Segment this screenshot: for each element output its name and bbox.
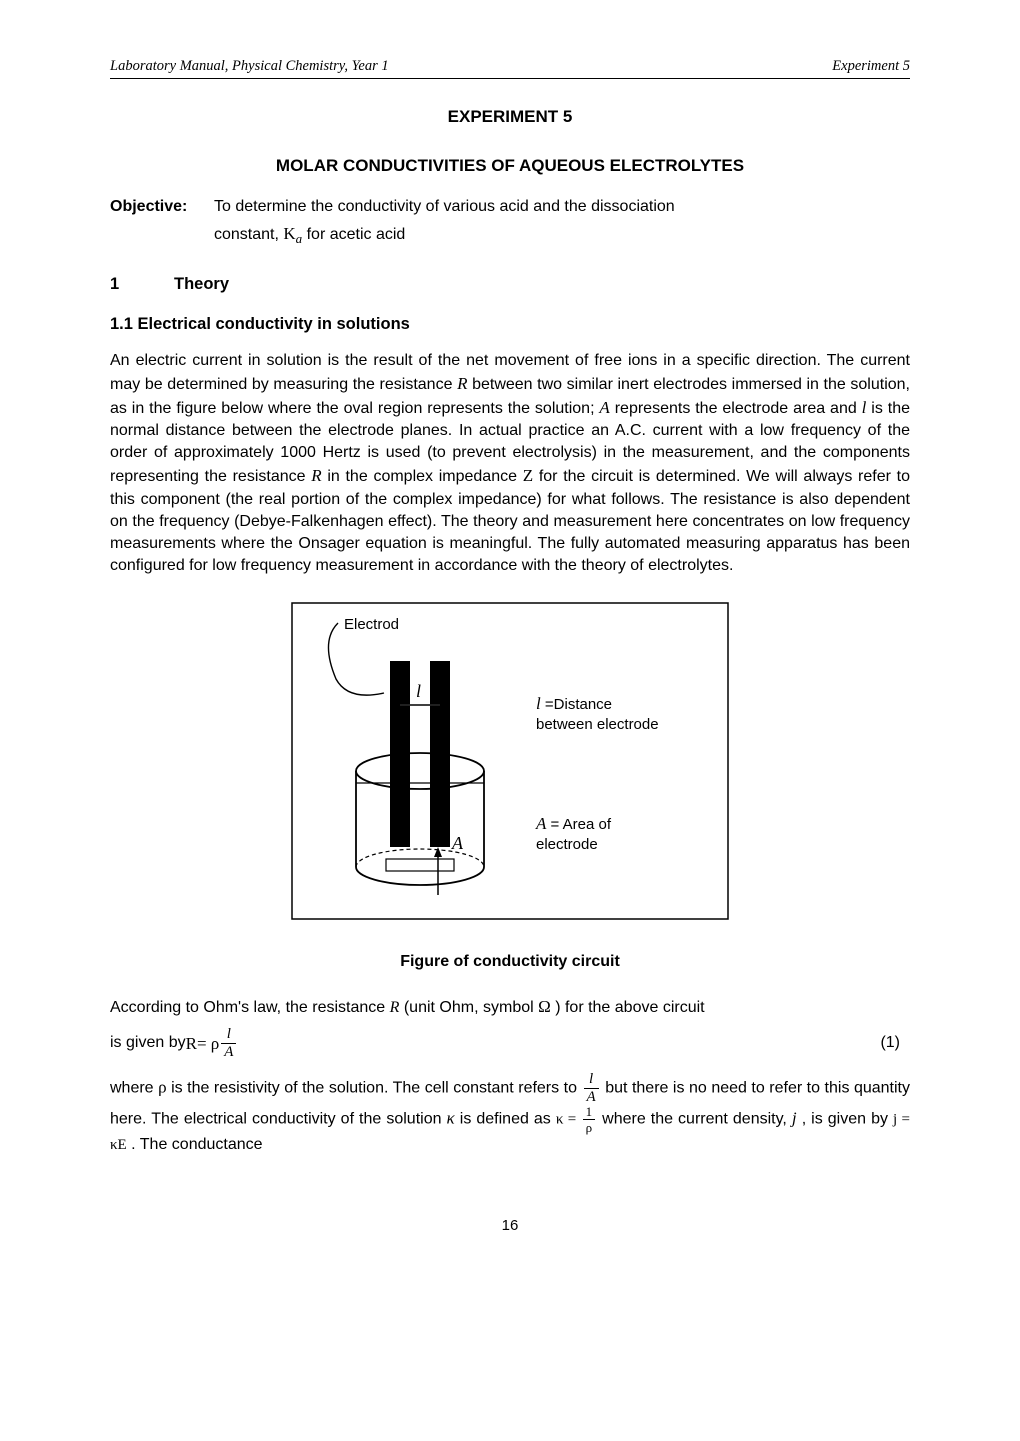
eq1-frac-top: l xyxy=(221,1027,236,1043)
p1-seg3: represents the electrode area and xyxy=(610,400,862,417)
subsection-1-1: 1.1 Electrical conductivity in solutions xyxy=(110,313,910,336)
eq1-lead: is given by xyxy=(110,1032,186,1054)
p2-eq2-bot: ρ xyxy=(583,1119,596,1134)
p2-seg1: where xyxy=(110,1080,158,1097)
section-number-1: 1 xyxy=(110,273,174,296)
section-title-theory: Theory xyxy=(174,273,229,296)
figure-caption: Figure of conductivity circuit xyxy=(110,951,910,973)
running-head-right: Experiment 5 xyxy=(832,56,910,76)
p2-seg6: , is given by xyxy=(797,1111,893,1128)
fig-l-symbol: l xyxy=(416,681,421,701)
objective-text-line1: To determine the conductivity of various… xyxy=(214,196,910,218)
p2-seg7: . The conductance xyxy=(127,1136,263,1153)
obj-suf: for acetic acid xyxy=(302,226,405,243)
objective-row: Objective: To determine the conductivity… xyxy=(110,196,910,218)
header-rule xyxy=(110,78,910,79)
svg-text:electrode: electrode xyxy=(536,836,598,853)
ohm-seg2: (unit Ohm, symbol xyxy=(399,999,538,1016)
conductivity-figure-svg: Electrod xyxy=(290,601,730,921)
running-head: Laboratory Manual, Physical Chemistry, Y… xyxy=(110,56,910,76)
p1-sym-r: R xyxy=(457,374,467,393)
p2-seg5: where the current density, xyxy=(597,1111,792,1128)
p2-frac-top: l xyxy=(584,1072,599,1088)
ohm-r: R xyxy=(390,999,400,1016)
p2-kappa-it: κ xyxy=(447,1109,455,1128)
experiment-subtitle: MOLAR CONDUCTIVITIES OF AQUEOUS ELECTROL… xyxy=(110,154,910,177)
p2-eq2-eq: = xyxy=(563,1112,580,1128)
p1-sym-z: Z xyxy=(523,466,533,485)
paragraph-1: An electric current in solution is the r… xyxy=(110,350,910,577)
fig-electrode-label: Electrod xyxy=(344,616,399,633)
obj-ka-k: K xyxy=(283,224,295,243)
p2-seg4: is defined as xyxy=(455,1111,556,1128)
ohm-omega: Ω xyxy=(538,997,551,1016)
ohm-seg1: According to Ohm's law, the resistance xyxy=(110,999,390,1016)
p1-sym-a: A xyxy=(599,398,609,417)
p2-eq2-frac: 1ρ xyxy=(583,1105,596,1134)
eq1-number: (1) xyxy=(880,1032,910,1054)
ohm-seg3: ) for the above circuit xyxy=(551,999,705,1016)
page: Laboratory Manual, Physical Chemistry, Y… xyxy=(0,0,1020,1285)
p1-seg5: in the complex impedance xyxy=(322,468,523,485)
section-1-row: 1 Theory xyxy=(110,273,910,296)
eq1-eq: = ρ xyxy=(197,1032,219,1055)
ohm-line: According to Ohm's law, the resistance R… xyxy=(110,995,910,1019)
p2-frac-bot: A xyxy=(584,1088,599,1105)
fig-right-labels: l =Distance between electrode A = Area o… xyxy=(535,694,659,853)
equation-1-row: is given by R = ρ l A (1) xyxy=(110,1027,910,1060)
p2-frac-lA: lA xyxy=(584,1072,599,1105)
figure-wrap: Electrod xyxy=(110,601,910,921)
eq1-fraction: l A xyxy=(221,1027,236,1060)
fig-a-symbol: A xyxy=(451,833,464,853)
svg-text:A = Area of: A = Area of xyxy=(535,814,612,833)
objective-label: Objective: xyxy=(110,196,214,218)
eq1-frac-bot: A xyxy=(221,1043,236,1060)
running-head-left: Laboratory Manual, Physical Chemistry, Y… xyxy=(110,56,389,76)
p2-eq2-top: 1 xyxy=(583,1105,596,1119)
p2-rho: ρ xyxy=(158,1078,166,1097)
experiment-title: EXPERIMENT 5 xyxy=(110,105,910,128)
svg-text:between electrode: between electrode xyxy=(536,716,659,733)
p2-seg2: is the resistivity of the solution. The … xyxy=(167,1080,582,1097)
eq1-lhs: R xyxy=(186,1032,197,1055)
page-number: 16 xyxy=(110,1216,910,1237)
svg-text:l =Distance: l =Distance xyxy=(536,694,612,713)
fig-leader-line xyxy=(328,623,384,695)
obj-pref: constant, xyxy=(214,226,283,243)
objective-text-line2: constant, Ka for acetic acid xyxy=(214,222,910,249)
p1-sym-r2: R xyxy=(311,466,321,485)
paragraph-2: where ρ is the resistivity of the soluti… xyxy=(110,1072,910,1156)
